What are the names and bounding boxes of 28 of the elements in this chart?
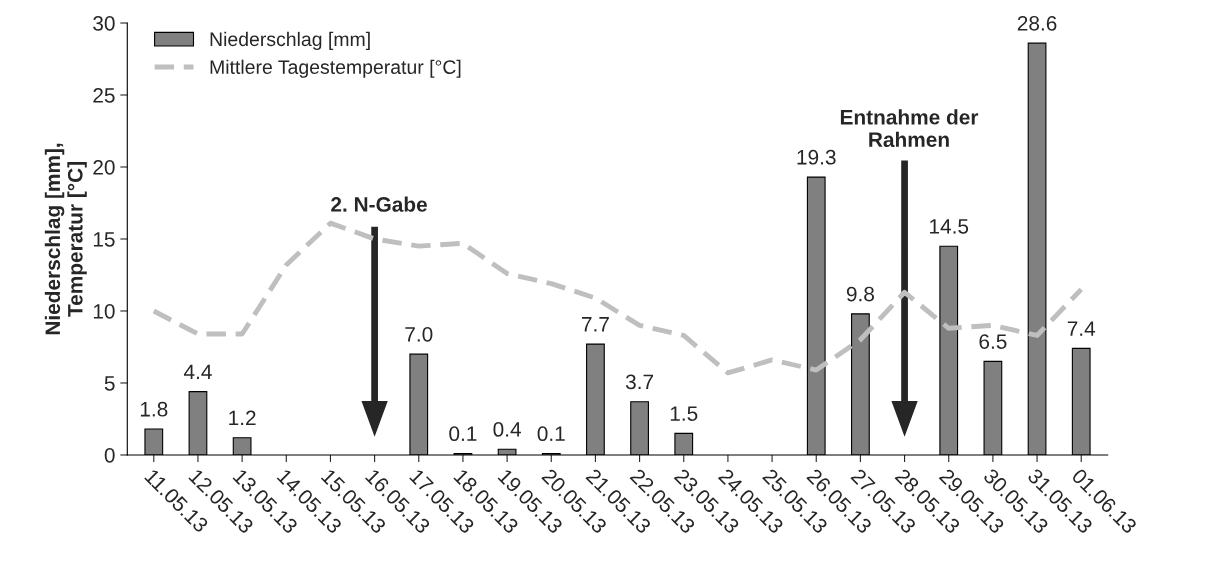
data-label: 1.2 bbox=[229, 410, 256, 426]
data-label: 3.7 bbox=[625, 374, 654, 390]
data-label: 1.8 bbox=[140, 401, 168, 417]
data-label: 7.0 bbox=[405, 326, 433, 342]
data-label: 28.6 bbox=[1017, 15, 1057, 31]
y-tick-label: 30 bbox=[93, 16, 115, 31]
data-label: 19.3 bbox=[797, 149, 836, 165]
y-tick-label: 5 bbox=[104, 376, 115, 391]
data-label: 7.7 bbox=[582, 317, 609, 332]
data-label: 4.4 bbox=[183, 364, 212, 379]
data-label: 7.4 bbox=[1067, 321, 1096, 336]
y-tick-label: 25 bbox=[93, 88, 115, 103]
data-label: 9.8 bbox=[846, 286, 874, 302]
annotation: Entnahme der Rahmen bbox=[840, 109, 979, 148]
data-label: 6.5 bbox=[979, 334, 1007, 349]
legend-label: Mittlere Tagestemperatur [°C] bbox=[210, 59, 461, 78]
y-tick-label: 10 bbox=[93, 303, 115, 319]
data-label: 14.5 bbox=[930, 219, 969, 234]
annotation: 2. N-Gabe bbox=[331, 196, 427, 212]
data-label: 0.1 bbox=[537, 426, 565, 442]
y-tick-label: 0 bbox=[104, 447, 115, 463]
data-label: 1.5 bbox=[670, 406, 698, 421]
data-label: 0.1 bbox=[449, 426, 477, 442]
y-axis-title: Niederschlag [mm], Temperatur [°C] bbox=[44, 143, 87, 335]
data-label: 0.4 bbox=[493, 422, 521, 437]
y-tick-label: 20 bbox=[93, 159, 115, 175]
legend-label: Niederschlag [mm] bbox=[210, 31, 370, 50]
y-tick-label: 15 bbox=[93, 232, 115, 247]
